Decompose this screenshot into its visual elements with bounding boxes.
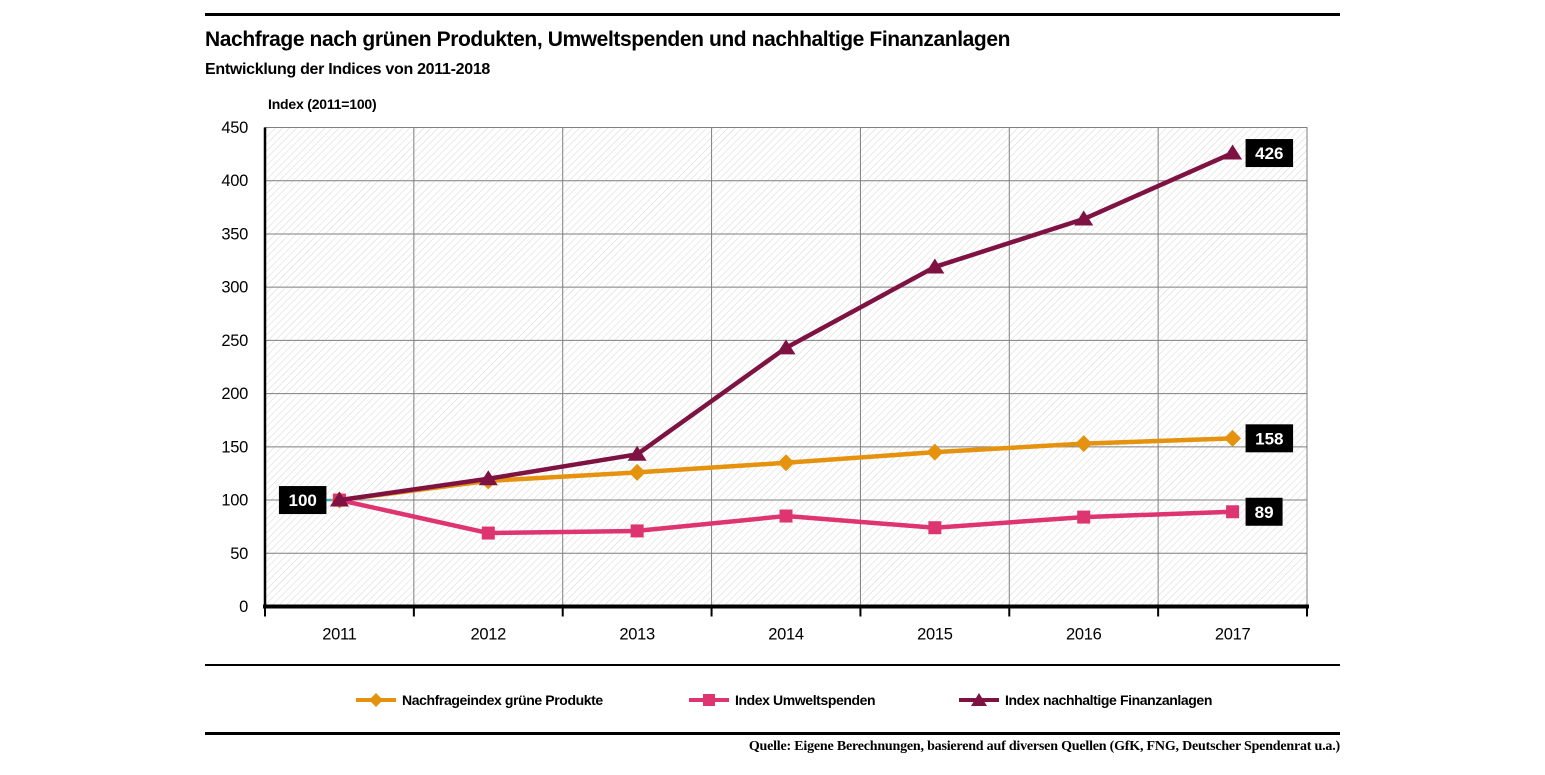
legend-item-gruene-produkte: Nachfrageindex grüne Produkte <box>353 692 603 708</box>
data-label-box <box>1245 424 1294 453</box>
series-triangle <box>329 144 1243 507</box>
y-tick-label: 250 <box>221 332 248 350</box>
diamond-marker <box>926 443 944 461</box>
square-marker <box>1226 505 1240 519</box>
x-tick-label: 2014 <box>768 626 804 644</box>
triangle-marker <box>627 445 647 461</box>
mid-rule <box>205 664 1340 666</box>
data-label-text: 89 <box>1255 503 1274 522</box>
diamond-marker <box>628 463 646 481</box>
chart-subtitle: Entwicklung der Indices von 2011-2018 <box>205 61 491 78</box>
diamond-marker <box>1075 435 1093 453</box>
data-label: 158 <box>1245 424 1294 453</box>
legend-marker-square <box>689 694 729 706</box>
x-tick-label: 2015 <box>917 626 953 644</box>
y-tick-label: 100 <box>221 492 248 510</box>
y-tick-label: 350 <box>221 225 248 243</box>
diamond-marker <box>1224 429 1242 447</box>
square-marker <box>779 509 793 523</box>
triangle-marker <box>478 470 498 486</box>
square-marker <box>630 524 644 538</box>
triangle-marker <box>329 491 349 507</box>
square-marker <box>1077 510 1091 524</box>
x-tick-label: 2013 <box>619 626 655 644</box>
plot-area <box>265 127 1307 607</box>
y-tick-label: 150 <box>221 438 248 456</box>
legend-marker-diamond <box>356 693 396 707</box>
source-line: Quelle: Eigene Berechnungen, basierend a… <box>748 739 1340 754</box>
legend-label: Index Umweltspenden <box>735 692 876 708</box>
y-axis-title: Index (2011=100) <box>268 96 377 112</box>
y-tick-label: 0 <box>239 598 248 616</box>
data-label-box <box>1245 139 1294 168</box>
legend-label: Nachfrageindex grüne Produkte <box>402 692 603 708</box>
y-tick-label: 50 <box>230 545 248 563</box>
legend-label: Index nachhaltige Finanzanlagen <box>1005 692 1212 708</box>
triangle-marker <box>1074 210 1094 226</box>
y-tick-label: 300 <box>221 279 248 297</box>
data-label-box <box>1245 497 1283 526</box>
x-tick-label: 2016 <box>1066 626 1102 644</box>
square-marker <box>928 521 942 535</box>
legend-item-finanzanlagen: Index nachhaltige Finanzanlagen <box>956 692 1212 708</box>
triangle-marker <box>925 258 945 274</box>
triangle-marker <box>776 339 796 355</box>
data-label-text: 100 <box>288 491 316 510</box>
data-label: 100 <box>278 486 327 515</box>
chart-title: Nachfrage nach grünen Produkten, Umwelts… <box>205 28 1011 51</box>
data-label: 426 <box>1245 139 1294 168</box>
legend-item-umweltspenden: Index Umweltspenden <box>686 692 876 708</box>
top-rule <box>205 13 1340 16</box>
x-tick-label: 2017 <box>1215 626 1251 644</box>
triangle-marker <box>1223 144 1243 160</box>
y-tick-label: 200 <box>221 385 248 403</box>
x-tick-label: 2011 <box>322 626 356 644</box>
y-tick-label: 400 <box>221 172 248 190</box>
square-marker <box>481 526 495 540</box>
data-label-text: 158 <box>1255 429 1283 448</box>
data-label: 89 <box>1245 497 1283 526</box>
y-tick-label: 450 <box>221 119 248 137</box>
legend-marker-triangle <box>959 693 999 706</box>
data-label-text: 426 <box>1255 144 1283 163</box>
x-tick-label: 2012 <box>471 626 507 644</box>
diamond-marker <box>777 454 795 472</box>
data-label-box <box>278 486 327 515</box>
bottom-rule <box>205 732 1340 735</box>
